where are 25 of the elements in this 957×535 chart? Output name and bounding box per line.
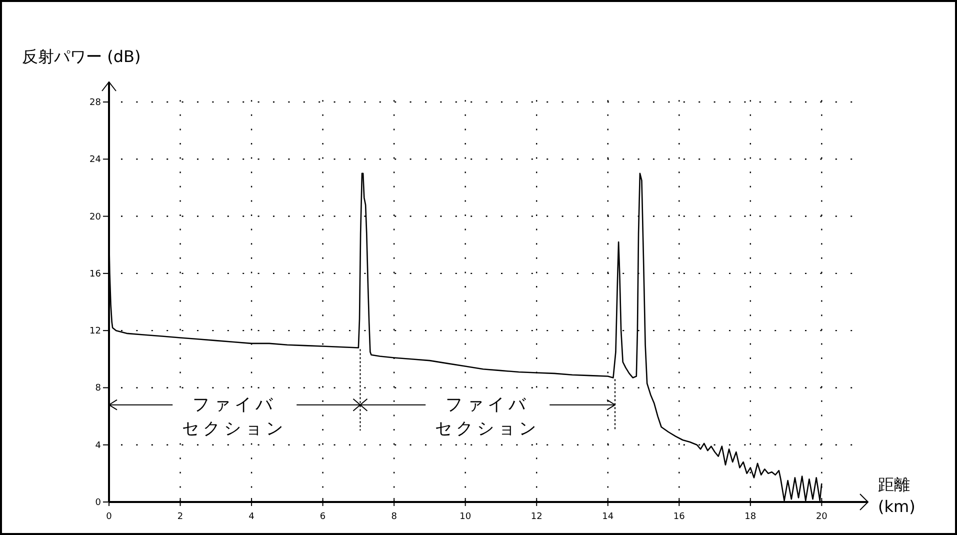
annotation: セクション	[182, 418, 288, 439]
y-tick-label: 20	[90, 212, 102, 222]
annotation: ファイバ	[192, 394, 277, 415]
annotation: ファイバ	[446, 394, 530, 415]
y-tick-label: 4	[95, 440, 102, 451]
annotation: セクション	[435, 418, 540, 439]
x-tick-label: 8	[391, 512, 398, 522]
y-tick-label: 8	[95, 384, 102, 394]
x-tick-label: 18	[744, 512, 756, 522]
x-tick-label: 2	[177, 512, 184, 522]
y-axis-title: 反射パワー (dB)	[22, 47, 141, 66]
x-tick-label: 16	[673, 512, 686, 522]
x-tick-label: 0	[106, 512, 112, 522]
x-tick-label: 4	[248, 512, 255, 522]
x-tick-label: 10	[460, 512, 472, 522]
x-tick-label: 12	[530, 512, 542, 522]
y-tick-label: 16	[90, 269, 102, 280]
x-tick-label: 6	[320, 512, 326, 522]
y-tick-label: 12	[90, 326, 101, 337]
y-tick-label: 24	[90, 155, 102, 166]
x-tick-label: 14	[602, 512, 614, 522]
x-axis-title: 距離 (km)	[878, 475, 916, 516]
x-tick-label: 20	[816, 512, 828, 522]
y-tick-label: 0	[95, 498, 102, 508]
y-tick-label: 28	[90, 98, 102, 108]
